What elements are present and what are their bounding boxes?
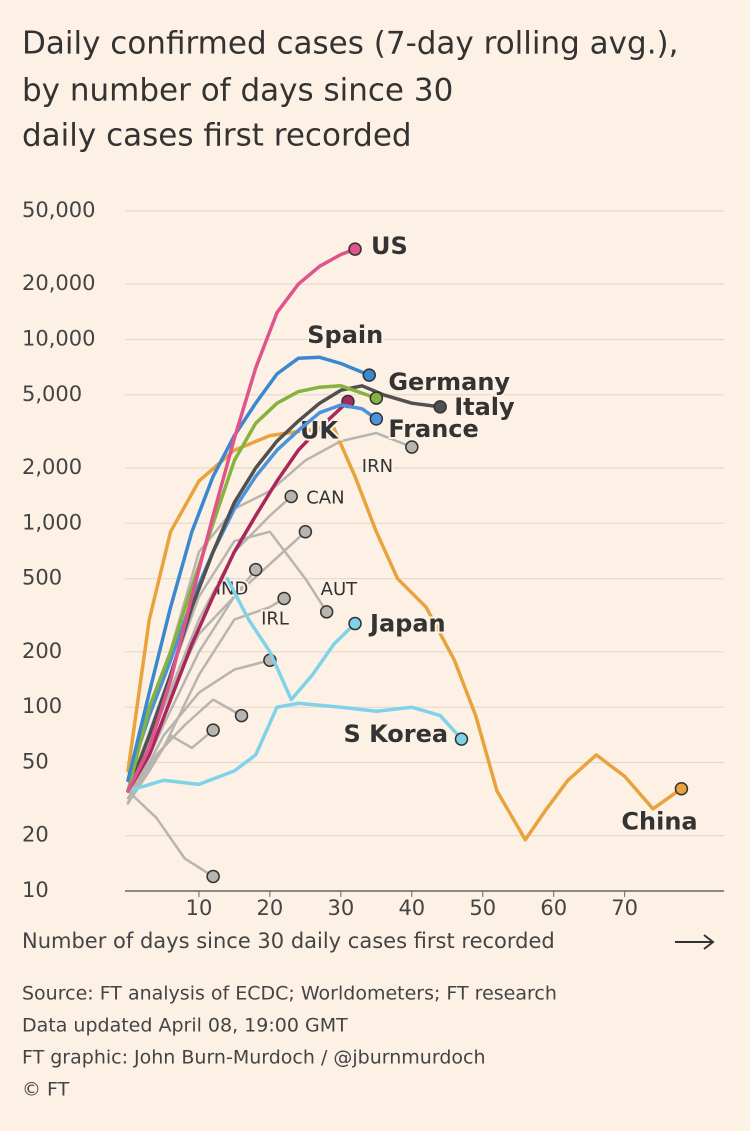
source-note: © FT [22, 1079, 70, 1101]
y-tick-label: 10 [22, 878, 49, 902]
end-dot [348, 616, 362, 631]
series-line [126, 698, 243, 800]
series-line [126, 658, 272, 805]
end-dot [277, 591, 291, 606]
y-tick-label: 2,000 [22, 455, 82, 479]
series-label: Italy [454, 393, 515, 421]
source-note: Data updated April 08, 19:00 GMT [22, 1015, 348, 1037]
series-line [126, 426, 684, 842]
series-line [225, 576, 357, 702]
end-dot [369, 391, 384, 405]
end-dot [369, 412, 384, 426]
chart-title: by number of days since 30 [22, 73, 453, 109]
series-label: Spain [307, 321, 383, 349]
series-line [126, 701, 464, 793]
series-label: China [621, 808, 697, 836]
arrow [675, 934, 715, 950]
end-dot [206, 869, 220, 884]
end-dot [674, 781, 689, 796]
y-tick-label: 1,000 [22, 510, 82, 534]
y-tick-label: 20,000 [22, 271, 95, 295]
y-tick-label: 200 [22, 639, 62, 663]
x-tick-label: 60 [540, 896, 567, 920]
series-line [126, 399, 350, 793]
series-label: CAN [306, 487, 344, 508]
y-tick-label: 50,000 [22, 198, 95, 222]
x-tick-label: 20 [257, 896, 284, 920]
y-tick-label: 20 [22, 823, 49, 847]
series-label: Germany [388, 368, 510, 396]
series-label: US [371, 232, 408, 260]
chart-title: daily cases first recorded [22, 118, 412, 154]
end-dot [405, 440, 419, 454]
series-label: IRN [362, 456, 393, 477]
y-tick-label: 500 [22, 566, 62, 590]
series-label: France [388, 415, 478, 443]
end-dot [433, 400, 447, 414]
series-line [126, 403, 379, 783]
end-dot [248, 562, 263, 577]
end-dot [234, 708, 249, 723]
x-axis-label: Number of days since 30 daily cases firs… [22, 929, 555, 953]
x-tick-label: 10 [186, 896, 213, 920]
series-line [126, 597, 286, 805]
end-dot [206, 723, 220, 737]
series-label: S Korea [343, 720, 448, 748]
y-tick-label: 5,000 [22, 382, 82, 406]
end-dot [348, 242, 362, 256]
series-label: AUT [321, 579, 358, 600]
end-dot [454, 732, 469, 746]
x-tick-label: 30 [327, 896, 354, 920]
x-tick-label: 70 [611, 896, 638, 920]
x-tick-label: 50 [469, 896, 496, 920]
x-tick-label: 40 [398, 896, 425, 920]
plot-area: 10 20 50 100 200 500 1,000 2,000 5,000 10,000 20,0… [22, 198, 724, 920]
end-dot [284, 489, 298, 504]
end-dot [362, 368, 376, 382]
series-label: Japan [368, 610, 446, 638]
y-tick-label: 10,000 [22, 326, 95, 350]
series-label: IRL [261, 609, 289, 630]
source-note: FT graphic: John Burn-Murdoch / @jburnmu… [22, 1047, 486, 1069]
end-dot [298, 524, 313, 539]
series-line [126, 355, 371, 783]
y-tick-label: 50 [22, 750, 49, 774]
chart-title: Daily confirmed cases (7-day rolling avg… [22, 26, 679, 62]
series-line [126, 247, 357, 793]
end-dot [319, 605, 334, 619]
y-tick-label: 100 [22, 694, 62, 718]
source-note: Source: FT analysis of ECDC; Worldometer… [22, 983, 557, 1005]
series-line [126, 384, 379, 793]
series-label: UK [300, 416, 339, 444]
series-line [126, 789, 215, 878]
